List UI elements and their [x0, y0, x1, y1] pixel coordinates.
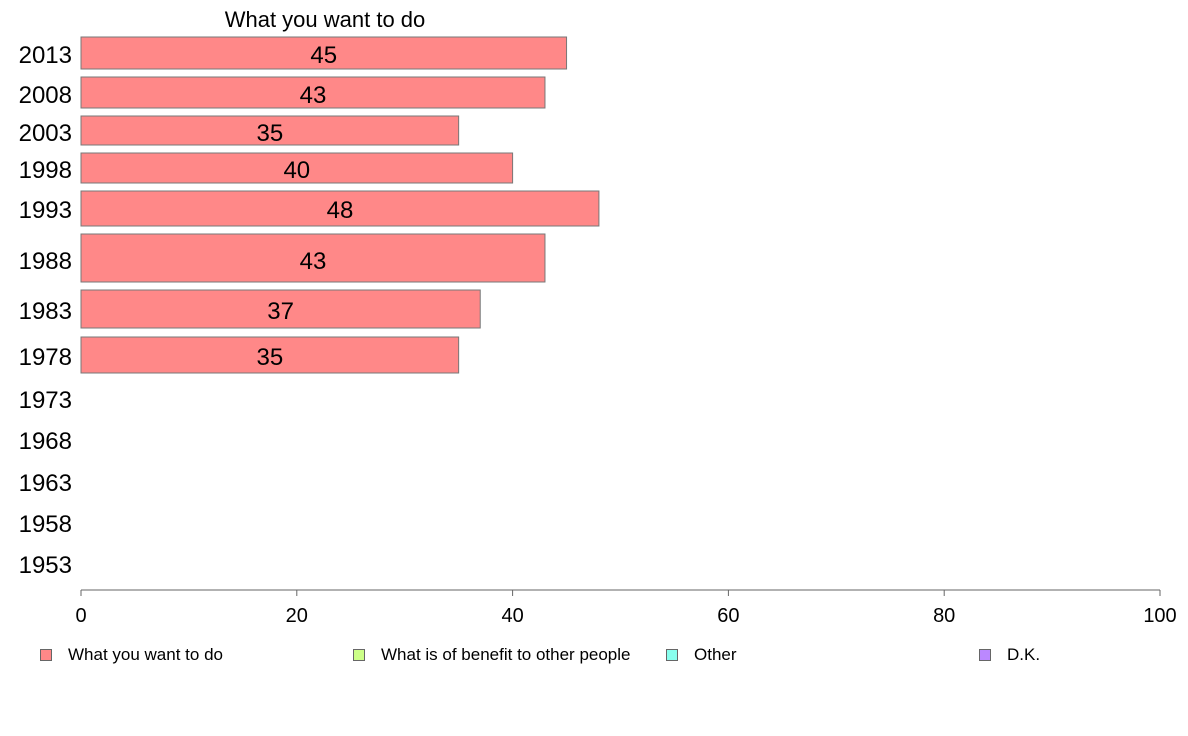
legend-item-what-you-want: What you want to do	[40, 645, 223, 665]
x-tick-label: 60	[717, 605, 739, 627]
bar	[80, 76, 546, 109]
bar-value-label: 37	[267, 298, 294, 325]
bar	[80, 190, 600, 227]
legend-swatch	[979, 649, 991, 661]
x-axis: 0 20 40 60 80 100	[75, 589, 1177, 627]
bar-value-label: 35	[256, 120, 283, 147]
bar-value-label: 35	[256, 344, 283, 371]
legend-swatch	[666, 649, 678, 661]
x-tick-label: 40	[501, 605, 523, 627]
y-category-label: 2013	[19, 42, 72, 69]
y-category-label: 1968	[19, 428, 72, 455]
y-category-label: 1963	[19, 470, 72, 497]
legend-item-dk: D.K.	[979, 645, 1040, 665]
bar	[80, 152, 514, 184]
bar	[80, 115, 460, 146]
x-tick-label: 20	[286, 605, 308, 627]
y-category-label: 1973	[19, 387, 72, 414]
y-category-label: 2003	[19, 120, 72, 147]
legend-swatch	[40, 649, 52, 661]
y-category-label: 1988	[19, 248, 72, 275]
bar	[80, 233, 546, 283]
y-category-label: 1983	[19, 298, 72, 325]
legend-label: What is of benefit to other people	[381, 645, 631, 664]
x-tick-label: 0	[75, 605, 86, 627]
x-tick-label: 80	[933, 605, 955, 627]
x-tick-label: 100	[1143, 605, 1176, 627]
bar-value-label: 40	[283, 157, 310, 184]
y-category-label: 1953	[19, 552, 72, 579]
y-category-label: 1958	[19, 511, 72, 538]
legend-item-benefit-others: What is of benefit to other people	[353, 645, 631, 665]
chart-title: What you want to do	[225, 7, 426, 32]
legend-label: Other	[694, 645, 737, 664]
bar-value-label: 48	[327, 197, 354, 224]
legend-item-other: Other	[666, 645, 737, 665]
bar-value-label: 43	[300, 82, 327, 109]
bar	[80, 36, 568, 70]
y-category-label: 1993	[19, 197, 72, 224]
y-axis-labels: 2013 2008 2003 1998 1993 1988 1983 1978 1973 1968…	[19, 42, 72, 579]
y-category-label: 1978	[19, 344, 72, 371]
legend-swatch	[353, 649, 365, 661]
legend-label: D.K.	[1007, 645, 1041, 664]
bar	[80, 289, 481, 329]
y-category-label: 2008	[19, 82, 72, 109]
bar-value-label: 45	[310, 42, 337, 69]
legend: What you want to do What is of benefit t…	[0, 645, 1188, 667]
bar	[80, 336, 460, 374]
bar-value-label: 43	[300, 248, 327, 275]
y-category-label: 1998	[19, 157, 72, 184]
legend-label: What you want to do	[68, 645, 223, 664]
